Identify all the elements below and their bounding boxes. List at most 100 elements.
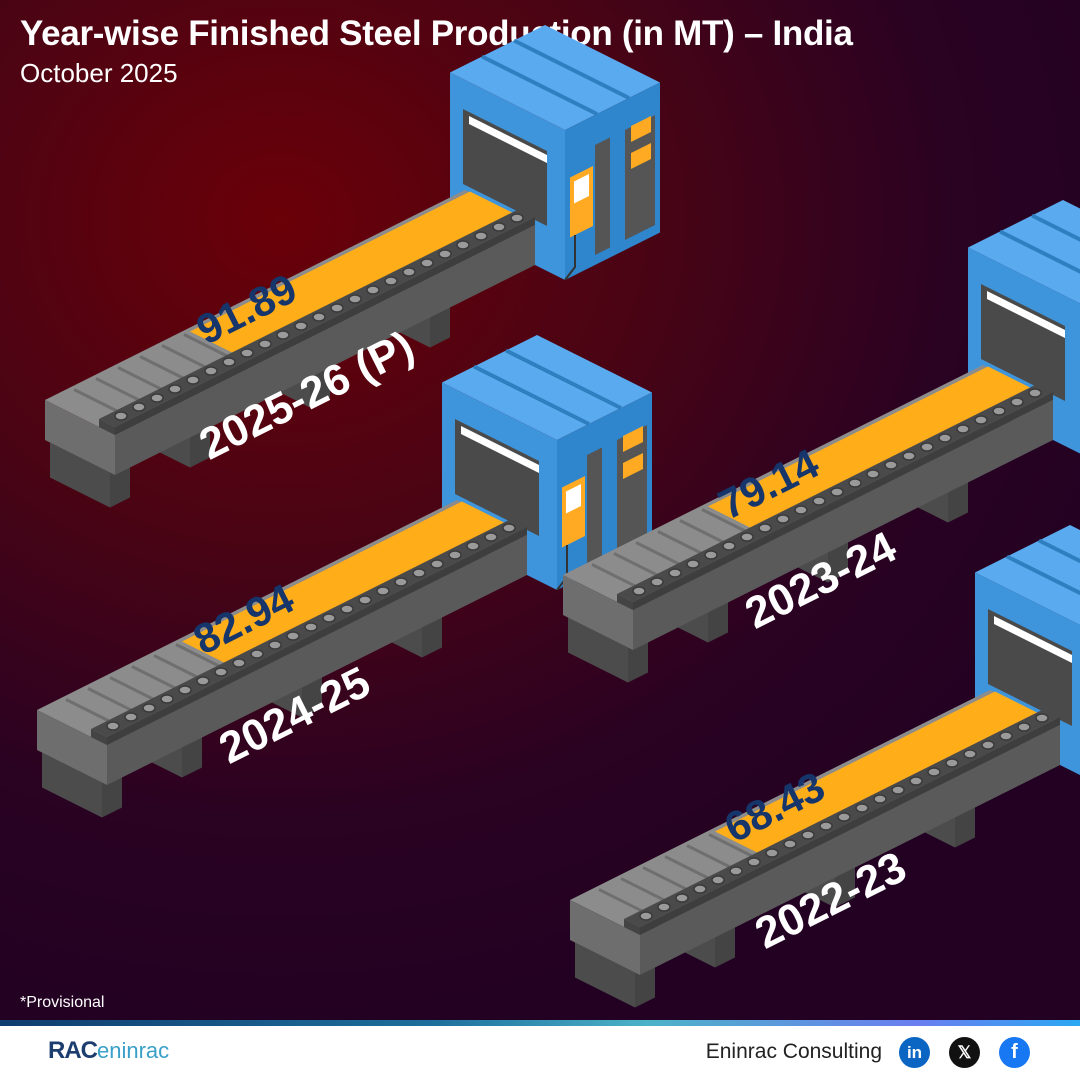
conveyor-frame-face <box>37 710 107 785</box>
roller-icon <box>240 348 254 358</box>
machine-stripe <box>505 348 622 410</box>
logo-eninrac: eninrac <box>97 1038 170 1063</box>
roller-icon <box>1010 397 1024 407</box>
roller-icon <box>639 911 653 921</box>
roller-line <box>117 366 165 392</box>
roller-line <box>175 643 223 669</box>
roller-icon <box>686 559 700 569</box>
roller-icon <box>204 366 218 376</box>
indicator-panel-icon <box>623 453 643 479</box>
roller-icon <box>855 803 869 813</box>
roller-icon <box>232 658 246 668</box>
conveyor-frame-face <box>563 575 633 650</box>
roller-icon <box>168 384 182 394</box>
roller-icon <box>466 541 480 551</box>
roller-icon <box>340 604 354 614</box>
belt-bar <box>715 691 1040 854</box>
roller-icon <box>502 523 516 533</box>
roller-icon <box>448 550 462 560</box>
roller-icon <box>312 312 326 322</box>
control-panel-icon <box>562 476 585 548</box>
machine-stripe <box>999 229 1080 274</box>
roller-icon <box>920 442 934 452</box>
roller-icon <box>837 812 851 822</box>
roller-icon <box>830 487 844 497</box>
roller-icon <box>258 339 272 349</box>
roller-icon <box>956 424 970 434</box>
roller-icon <box>938 433 952 443</box>
roller-line <box>642 866 690 892</box>
roller-icon <box>132 402 146 412</box>
facebook-icon[interactable]: f <box>999 1037 1030 1068</box>
roller-icon <box>186 375 200 385</box>
conveyor-leg-face <box>568 617 628 683</box>
roller-icon <box>456 240 470 250</box>
roller-line <box>95 377 143 403</box>
machine-body-face <box>442 335 652 440</box>
roller-line <box>87 687 135 713</box>
roller-icon <box>124 712 138 722</box>
roller-icon <box>394 577 408 587</box>
x-twitter-icon[interactable]: 𝕏 <box>949 1037 980 1068</box>
roller-rail-face <box>115 217 535 435</box>
roller-line <box>183 333 231 359</box>
roller-icon <box>722 541 736 551</box>
conveyor-frame-face <box>640 725 1060 975</box>
roller-line <box>613 552 661 578</box>
roller-icon <box>412 568 426 578</box>
conveyor-frame-face <box>570 900 640 975</box>
roller-icon <box>492 222 506 232</box>
machine-opening-light <box>994 616 1072 663</box>
roller-icon <box>358 595 372 605</box>
roller-icon <box>1028 388 1042 398</box>
roller-icon <box>794 505 808 515</box>
roller-rail-face <box>99 419 115 435</box>
roller-icon <box>945 758 959 768</box>
roller-icon <box>693 884 707 894</box>
roller-icon <box>484 532 498 542</box>
roller-line <box>708 833 756 859</box>
roller-icon <box>384 276 398 286</box>
machine-opening <box>463 109 547 226</box>
roller-icon <box>420 258 434 268</box>
control-panel-icon <box>570 166 593 238</box>
roller-icon <box>999 731 1013 741</box>
roller-icon <box>873 794 887 804</box>
roller-icon <box>160 694 174 704</box>
roller-icon <box>963 749 977 759</box>
roller-line <box>591 563 639 589</box>
linkedin-icon[interactable]: in <box>899 1037 930 1068</box>
roller-icon <box>276 330 290 340</box>
indicator-panel-icon <box>631 116 651 142</box>
eninrac-logo[interactable]: RACeninrac <box>48 1037 169 1065</box>
machine-stripe <box>1006 554 1080 596</box>
roller-icon <box>366 285 380 295</box>
roller-icon <box>322 613 336 623</box>
indicator-panel-icon <box>623 426 643 452</box>
machine-opening-light <box>469 116 547 163</box>
roller-rail-face <box>91 729 107 745</box>
roller-icon <box>1017 722 1031 732</box>
roller-icon <box>178 685 192 695</box>
roller-icon <box>510 213 524 223</box>
machine-stripe <box>1031 213 1080 242</box>
machine-opening-light <box>461 426 539 473</box>
roller-icon <box>747 857 761 867</box>
machine-opening <box>988 609 1072 726</box>
chart-title: Year-wise Finished Steel Production (in … <box>20 14 853 53</box>
roller-rail-face <box>624 919 640 935</box>
machine-panel-strip <box>595 137 610 255</box>
roller-icon <box>812 496 826 506</box>
footnote: *Provisional <box>20 994 105 1011</box>
roller-rail-face <box>617 594 633 610</box>
roller-icon <box>196 676 210 686</box>
roller-line <box>701 508 749 534</box>
roller-icon <box>376 586 390 596</box>
roller-line <box>598 888 646 914</box>
conveyor-leg-face <box>575 942 635 1008</box>
roller-line <box>686 844 734 870</box>
roller-icon <box>250 649 264 659</box>
roller-icon <box>704 550 718 560</box>
roller-icon <box>776 514 790 524</box>
